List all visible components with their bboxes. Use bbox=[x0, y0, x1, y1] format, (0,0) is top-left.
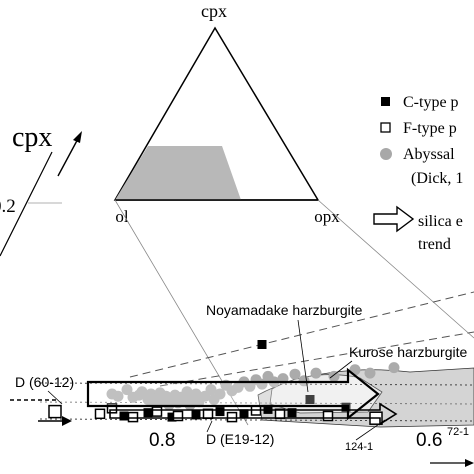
f-type-point bbox=[322, 410, 334, 422]
c-type-point bbox=[119, 411, 129, 421]
tick-label-0-6: 0.6 bbox=[416, 430, 442, 451]
cpx-axis-label: cpx bbox=[12, 122, 52, 153]
f-type-point bbox=[172, 410, 184, 422]
c-type-point bbox=[257, 340, 267, 349]
c-type-point bbox=[215, 407, 225, 417]
ternary-inset: cpx ol opx bbox=[113, 1, 340, 226]
abyssal-point bbox=[289, 368, 301, 380]
legend: C-type p F-type p Abyssal (Dick, 1 silic… bbox=[373, 94, 463, 253]
c-type-point bbox=[167, 412, 177, 422]
lower-trend-arrow bbox=[109, 402, 398, 426]
c-type-point bbox=[191, 410, 201, 420]
c-type-point bbox=[143, 408, 153, 418]
cpx-axis-arrowhead bbox=[73, 131, 82, 143]
cpx-axis: cpx 0.2 bbox=[0, 122, 82, 257]
abyssal-point bbox=[388, 362, 400, 374]
legend-marker-f-type bbox=[380, 122, 391, 133]
abyssal-point bbox=[112, 390, 124, 402]
f-type-point bbox=[127, 411, 139, 423]
f-type-point bbox=[94, 408, 106, 420]
abyssal-point bbox=[205, 384, 217, 396]
abyssal-point bbox=[328, 370, 340, 382]
bottom-right-arrowhead bbox=[465, 459, 474, 467]
cpx-axis-arrow-shaft bbox=[57, 134, 81, 177]
cpx-axis-line bbox=[0, 151, 53, 257]
legend-marker-abyssal bbox=[380, 148, 392, 160]
apex-cpx-label: cpx bbox=[201, 1, 227, 21]
leader-124-1 bbox=[355, 419, 386, 441]
legend-marker-c-type bbox=[381, 97, 390, 106]
left-trend-arrowhead bbox=[62, 416, 72, 426]
c-type-point bbox=[239, 409, 249, 419]
f-type-point bbox=[48, 404, 62, 419]
abyssal-point bbox=[121, 384, 133, 396]
trend-arrows bbox=[10, 367, 474, 467]
leader-d60 bbox=[47, 390, 63, 405]
apex-ol-label: ol bbox=[115, 207, 129, 226]
dashed-envelope-upper bbox=[129, 291, 474, 378]
legend-arrow-label-2: trend bbox=[418, 236, 451, 253]
connector-line-right bbox=[317, 199, 474, 339]
label-de19: D (E19-12) bbox=[206, 431, 274, 447]
leader-de19 bbox=[206, 420, 213, 433]
label-kurose: Kurose harzburgite bbox=[349, 344, 468, 360]
legend-label-c-type: C-type p bbox=[403, 94, 459, 111]
leader-kurose bbox=[329, 360, 353, 379]
dotted-line-upper bbox=[39, 382, 474, 386]
silica-trend-arrow bbox=[86, 367, 380, 421]
c-type-point bbox=[287, 408, 297, 418]
label-72-1: 72-1 bbox=[447, 426, 469, 438]
tick-label-0-2: 0.2 bbox=[0, 196, 16, 217]
c-type-point bbox=[305, 395, 315, 404]
abyssal-point bbox=[214, 388, 226, 400]
legend-label-abyssal: Abyssal bbox=[403, 146, 455, 163]
abyssal-point bbox=[364, 367, 376, 379]
legend-arrow-label-1: silica e bbox=[418, 213, 463, 230]
leader-noyamadake bbox=[297, 319, 309, 393]
abyssal-point bbox=[310, 367, 322, 379]
tick-label-0-8: 0.8 bbox=[149, 430, 175, 451]
label-d60: D (60-12) bbox=[15, 374, 74, 390]
dashed-envelope-lower bbox=[159, 331, 474, 387]
f-type-point bbox=[151, 406, 163, 417]
c-type-point bbox=[341, 402, 351, 412]
dotted-line-mid bbox=[39, 401, 474, 405]
abyssal-point bbox=[136, 386, 148, 398]
legend-label-f-type: F-type p bbox=[403, 120, 457, 137]
f-type-point bbox=[226, 411, 238, 423]
legend-sublabel-abyssal: (Dick, 1 bbox=[411, 170, 463, 187]
annotations: Noyamadake harzburgite Kurose harzburgit… bbox=[15, 302, 469, 453]
label-noyamadake: Noyamadake harzburgite bbox=[206, 302, 363, 318]
legend-arrow-icon bbox=[373, 205, 415, 233]
dotted-line-lower bbox=[39, 418, 474, 422]
apex-opx-label: opx bbox=[314, 207, 340, 226]
ternary-field bbox=[115, 146, 241, 200]
label-124-1: 124-1 bbox=[345, 441, 373, 453]
f-type-point bbox=[106, 403, 118, 414]
